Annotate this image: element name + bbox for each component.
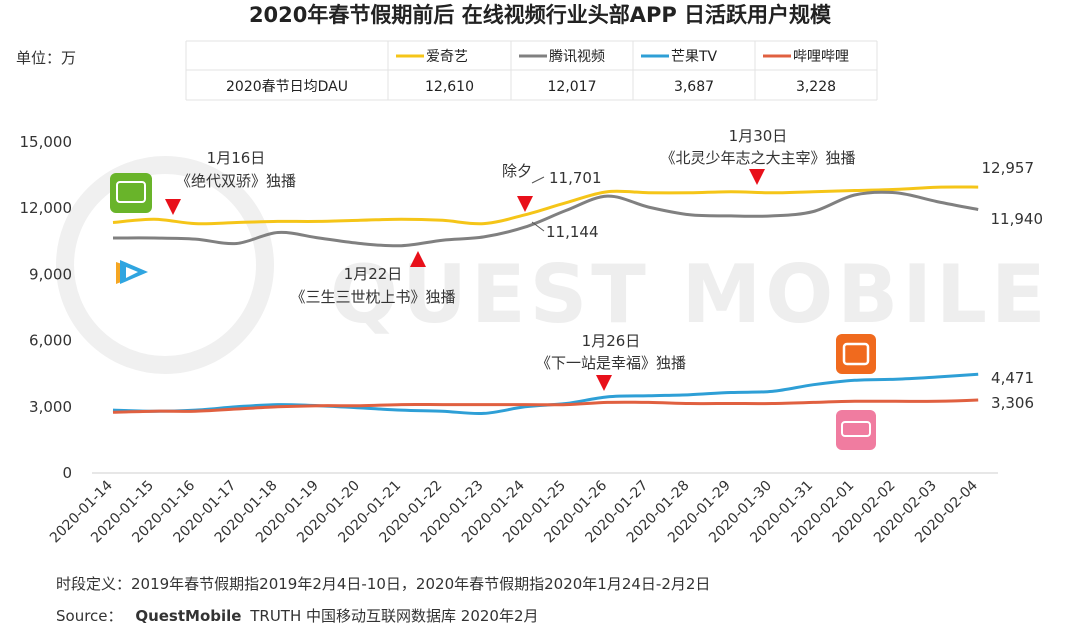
annotation-marker-down	[749, 169, 765, 185]
point-label: 3,306	[991, 394, 1034, 412]
annotation: 1月26日《下一站是幸福》独播	[536, 332, 686, 391]
annotation-date: 1月30日	[729, 127, 788, 145]
legend-series-name: 爱奇艺	[426, 48, 468, 65]
series-line	[112, 190, 979, 248]
y-tick-label: 0	[62, 464, 72, 482]
legend-table: 2020春节日均DAU 爱奇艺 12,610 腾讯视频 12,017 芒果TV 3,687 哔…	[185, 40, 878, 101]
annotation-date: 1月22日	[344, 265, 403, 283]
y-axis: 0 3,000 6,000 9,000 12,000 15,000	[20, 133, 73, 482]
bilibili-icon-tv	[841, 421, 871, 437]
mango-icon-bg	[836, 334, 876, 374]
mango-icon-frame	[842, 342, 870, 366]
chart-title: 2020年春节假期前后 在线视频行业头部APP 日活跃用户规模	[249, 3, 832, 27]
point-label: 11,701	[549, 169, 602, 187]
annotation-date: 1月16日	[207, 149, 266, 167]
tencent-video-app-icon	[116, 260, 148, 284]
footer-definition: 时段定义：2019年春节假期指2019年2月4日-10日，2020年春节假期指2…	[56, 575, 710, 593]
legend-dau-value: 12,017	[548, 79, 597, 95]
annotation: 除夕	[502, 162, 533, 212]
legend-series-name: 哔哩哔哩	[793, 49, 849, 65]
annotation-marker-up	[410, 251, 426, 267]
annotation-marker-down	[517, 196, 533, 212]
y-tick-label: 6,000	[29, 332, 72, 350]
source-rest: TRUTH 中国移动互联网数据库 2020年2月	[249, 607, 538, 625]
series-line	[112, 398, 979, 414]
watermark: QUEST MOBILE	[330, 248, 1050, 341]
point-label: 12,957	[982, 159, 1035, 177]
annotation-date: 除夕	[502, 162, 532, 180]
legend-series-name: 芒果TV	[671, 49, 718, 65]
leader-line	[531, 221, 545, 232]
legend-row-label: 2020春节日均DAU	[226, 79, 348, 95]
source-brand: QuestMobile	[135, 607, 241, 625]
y-tick-label: 9,000	[29, 265, 72, 283]
bilibili-app-icon	[836, 410, 876, 450]
legend-dau-value: 12,610	[425, 79, 474, 95]
annotation-text: 《绝代双骄》独播	[176, 172, 296, 190]
iqiyi-app-icon	[110, 173, 152, 213]
legend-series-name: 腾讯视频	[549, 48, 605, 65]
annotation-marker-down	[165, 199, 181, 215]
mango-tv-app-icon	[836, 334, 876, 374]
unit-label: 单位：万	[16, 49, 76, 67]
tencent-icon-play	[126, 267, 138, 278]
legend-dau-value: 3,228	[796, 79, 836, 95]
point-labels: 11,701 11,144 12,957 11,940 4,471 3,306	[531, 159, 1044, 412]
annotation-text: 《北灵少年志之大主宰》独播	[660, 149, 855, 167]
annotation: 1月30日《北灵少年志之大主宰》独播	[660, 127, 856, 185]
leader-line	[531, 176, 545, 184]
iqiyi-icon-frame	[116, 181, 146, 203]
legend-dau-value: 3,687	[674, 79, 714, 95]
watermark-circle	[56, 156, 274, 374]
footer-source: Source： QuestMobile TRUTH 中国移动互联网数据库 202…	[56, 607, 539, 625]
source-prefix: Source：	[56, 607, 123, 625]
series-lines	[112, 185, 979, 416]
annotation-date: 1月26日	[582, 332, 641, 350]
annotations: 1月16日《绝代双骄》独播 1月22日《三生三世枕上书》独播 除夕 1月26日《下一站…	[165, 127, 856, 391]
y-tick-label: 15,000	[20, 133, 73, 151]
y-tick-label: 12,000	[20, 199, 73, 217]
point-label: 4,471	[991, 369, 1034, 387]
series-line	[112, 185, 979, 226]
app-icons	[110, 173, 876, 450]
annotation-text: 《三生三世枕上书》独播	[290, 288, 455, 306]
point-label: 11,144	[546, 223, 599, 241]
annotation: 1月22日《三生三世枕上书》独播	[290, 251, 456, 306]
x-axis: 2020-01-142020-01-152020-01-162020-01-17…	[47, 472, 998, 546]
annotation-marker-down	[596, 375, 612, 391]
annotation-text: 《下一站是幸福》独播	[536, 354, 686, 372]
y-tick-label: 3,000	[29, 398, 72, 416]
annotation: 1月16日《绝代双骄》独播	[165, 149, 296, 215]
point-label: 11,940	[991, 210, 1044, 228]
bilibili-icon-bg	[836, 410, 876, 450]
